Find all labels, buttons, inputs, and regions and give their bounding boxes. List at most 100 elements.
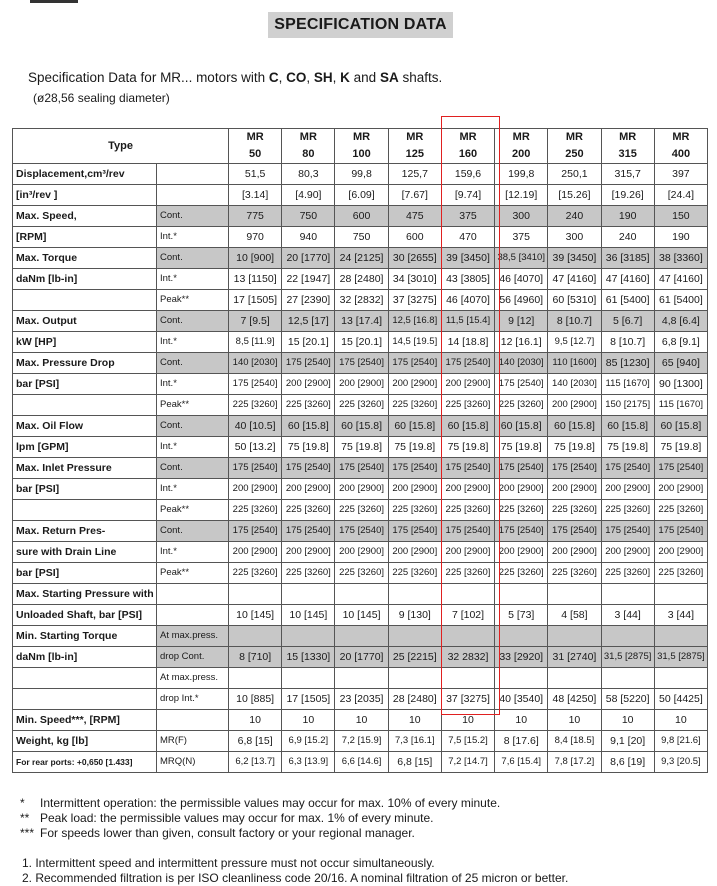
row-sublabel: Int.* xyxy=(155,268,230,290)
table-row: Max. Output Cont. 7 [9.5] 12,5 [17] 13 [17.4… xyxy=(12,310,709,332)
table-cell: 200 [2900] xyxy=(281,373,336,395)
table-cell: [4.90] xyxy=(281,184,336,206)
table-cell: 20 [1770] xyxy=(334,646,389,668)
table-cell: 175 [2540] xyxy=(494,457,549,479)
table-cell: 225 [3260] xyxy=(387,394,442,416)
row-label: bar [PSI] xyxy=(12,478,157,500)
specification-table: Type MR 50 MR 80 MR 100 MR 125 MR 160 MR 200 MR… xyxy=(11,128,709,773)
row-sublabel: Int.* xyxy=(155,478,230,500)
table-cell: 175 [2540] xyxy=(281,520,336,542)
table-cell: 34 [3010] xyxy=(387,268,442,290)
table-cell: 199,8 xyxy=(494,163,549,185)
table-cell: 250,1 xyxy=(547,163,602,185)
table-cell: 30 [2655] xyxy=(387,247,442,269)
row-sublabel: Int.* xyxy=(155,541,230,563)
table-cell: 110 [1600] xyxy=(547,352,602,374)
table-cell: 140 [2030] xyxy=(494,352,549,374)
table-cell: 175 [2540] xyxy=(494,373,549,395)
table-cell: 61 [5400] xyxy=(653,289,709,311)
footnote-mark: ** xyxy=(20,811,30,825)
table-cell: 300 xyxy=(547,226,602,248)
table-cell: 150 [2175] xyxy=(600,394,655,416)
table-cell: 750 xyxy=(281,205,336,227)
table-cell: 10 xyxy=(494,709,549,731)
table-cell: 7,5 [15.2] xyxy=(440,730,496,752)
row-label: bar [PSI] xyxy=(12,562,157,584)
table-cell: 200 [2900] xyxy=(228,541,283,563)
table-cell: 28 [2480] xyxy=(387,688,442,710)
row-label: Unloaded Shaft, bar [PSI] xyxy=(12,604,157,626)
table-cell: 175 [2540] xyxy=(228,373,283,395)
table-cell: 6,8 [15] xyxy=(228,730,283,752)
row-sublabel: Peak** xyxy=(155,289,230,311)
table-cell: 27 [2390] xyxy=(281,289,336,311)
page-title: SPECIFICATION DATA xyxy=(268,12,453,38)
numbered-note: 2. Recommended filtration is per ISO cle… xyxy=(22,871,569,885)
table-cell: 61 [5400] xyxy=(600,289,655,311)
table-row: Peak** 225 [3260] 225 [3260] 225 [3260] 225 … xyxy=(12,394,709,416)
table-cell: 750 xyxy=(334,226,389,248)
table-cell: 48 [4250] xyxy=(547,688,602,710)
table-cell: 15 [20.1] xyxy=(281,331,336,353)
table-cell: 36 [3185] xyxy=(600,247,655,269)
table-cell: 60 [5310] xyxy=(547,289,602,311)
table-cell: 6,8 [15] xyxy=(387,751,442,773)
table-row: For rear ports: +0,650 [1.433] MRQ(N) 6,2 … xyxy=(12,751,709,773)
table-cell xyxy=(387,583,442,605)
row-sublabel: Cont. xyxy=(155,520,230,542)
footnote-text: For speeds lower than given, consult fac… xyxy=(40,826,415,840)
row-sublabel: At max.press. xyxy=(155,667,230,689)
table-cell: 22 [1947] xyxy=(281,268,336,290)
table-cell: 60 [15.8] xyxy=(281,415,336,437)
table-cell: 75 [19.8] xyxy=(600,436,655,458)
table-row: Displacement,cm³/rev 51,5 80,3 99,8 125,7 159… xyxy=(12,163,709,185)
row-sublabel: Peak** xyxy=(155,562,230,584)
table-row: [in³/rev ] [3.14] [4.90] [6.09] [7.67] [9.74]… xyxy=(12,184,709,206)
table-cell: 225 [3260] xyxy=(281,394,336,416)
table-cell: 47 [4160] xyxy=(547,268,602,290)
table-cell: 225 [3260] xyxy=(653,499,709,521)
table-cell: [7.67] xyxy=(387,184,442,206)
model-header: MR 50 xyxy=(228,128,283,164)
row-sublabel: Peak** xyxy=(155,394,230,416)
row-sublabel: drop Cont. xyxy=(155,646,230,668)
table-row: Max. Pressure Drop Cont. 140 [2030] 175 [25… xyxy=(12,352,709,374)
table-cell: 175 [2540] xyxy=(440,457,496,479)
footnote-mark: *** xyxy=(20,826,35,840)
table-row: Max. Torque Cont. 10 [900] 20 [1770] 24 [212… xyxy=(12,247,709,269)
table-cell: 397 xyxy=(653,163,709,185)
table-cell: 60 [15.8] xyxy=(600,415,655,437)
table-row: [RPM] Int.* 970 940 750 600 470 375 300 240 190 xyxy=(12,226,709,248)
table-cell: 9,5 [12.7] xyxy=(547,331,602,353)
row-label: sure with Drain Line xyxy=(12,541,157,563)
table-cell: 775 xyxy=(228,205,283,227)
table-cell: 200 [2900] xyxy=(440,478,496,500)
table-cell: 200 [2900] xyxy=(653,541,709,563)
table-cell xyxy=(494,667,549,689)
table-cell: 15 [1330] xyxy=(281,646,336,668)
row-sublabel: Int.* xyxy=(155,331,230,353)
table-cell: 315,7 xyxy=(600,163,655,185)
row-label: Displacement,cm³/rev xyxy=(12,163,157,185)
table-cell: 175 [2540] xyxy=(228,457,283,479)
table-cell xyxy=(228,667,283,689)
row-label: Max. Inlet Pressure xyxy=(12,457,157,479)
table-cell: 9 [130] xyxy=(387,604,442,626)
table-cell: 51,5 xyxy=(228,163,283,185)
table-cell: 10 xyxy=(600,709,655,731)
footnotes: * Intermittent operation: the permissible… xyxy=(20,796,500,841)
table-row: bar [PSI] Int.* 175 [2540] 200 [2900] 200 [2… xyxy=(12,373,709,395)
table-cell xyxy=(281,583,336,605)
table-row: Max. Speed, Cont. 775 750 600 475 375 300 240 190… xyxy=(12,205,709,227)
table-cell: 39 [3450] xyxy=(440,247,496,269)
table-cell: 225 [3260] xyxy=(281,499,336,521)
table-cell: 8 [710] xyxy=(228,646,283,668)
table-cell: 75 [19.8] xyxy=(334,436,389,458)
table-cell xyxy=(387,625,442,647)
table-row: Min. Starting Torque At max.press. xyxy=(12,625,709,647)
table-cell: 175 [2540] xyxy=(600,457,655,479)
table-cell: 225 [3260] xyxy=(281,562,336,584)
table-cell xyxy=(440,625,496,647)
table-cell xyxy=(653,583,709,605)
table-row: Max. Inlet Pressure Cont. 175 [2540] 175 [2… xyxy=(12,457,709,479)
